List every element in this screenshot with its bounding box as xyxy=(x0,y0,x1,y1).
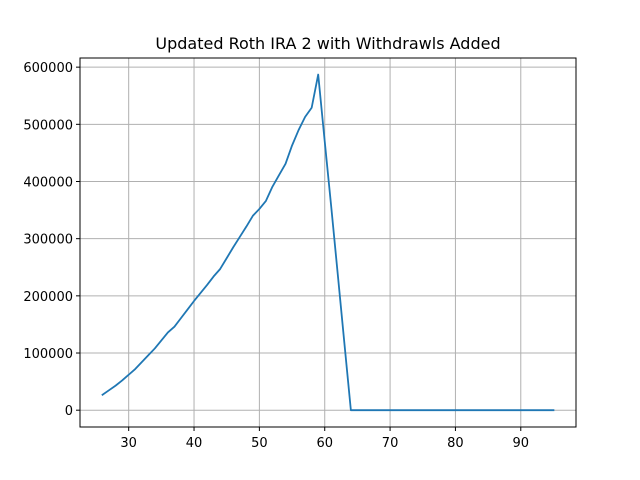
chart-title: Updated Roth IRA 2 with Withdrawls Added xyxy=(155,34,500,53)
y-tick-label-100000: 100000 xyxy=(23,347,73,362)
series-line-0 xyxy=(101,73,555,412)
y-tick-label-600000: 600000 xyxy=(23,61,73,76)
y-tick-label-0: 0 xyxy=(65,404,73,419)
y-tick-label-300000: 300000 xyxy=(23,233,73,248)
grid-layer xyxy=(80,58,576,427)
y-tick-label-400000: 400000 xyxy=(23,175,73,190)
x-tick-label-50: 50 xyxy=(251,436,268,451)
x-tick-label-60: 60 xyxy=(316,436,333,451)
plot-frame xyxy=(79,57,577,428)
x-tick-label-40: 40 xyxy=(186,436,203,451)
plot-background xyxy=(80,58,576,427)
x-tick-label-30: 30 xyxy=(120,436,137,451)
series-layer xyxy=(101,73,555,412)
tick-layer: 30 40 50 60 70 80 90 0 100000 200000 300000 400000 5… xyxy=(23,61,529,451)
x-tick-label-80: 80 xyxy=(447,436,464,451)
y-tick-label-500000: 500000 xyxy=(23,118,73,133)
x-tick-label-90: 90 xyxy=(513,436,530,451)
x-tick-label-70: 70 xyxy=(382,436,399,451)
y-tick-label-200000: 200000 xyxy=(23,290,73,305)
